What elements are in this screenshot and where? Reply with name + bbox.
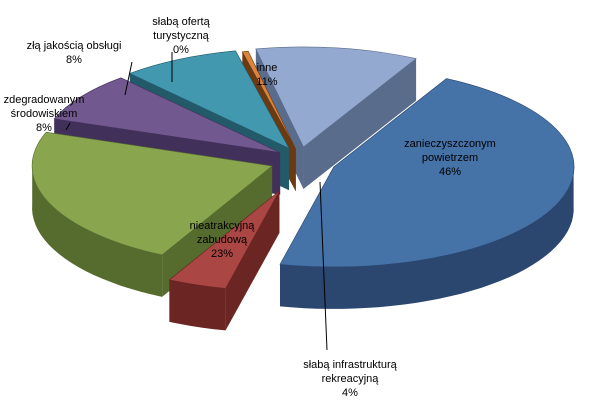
slice-label-5: słabą ofertą turystyczną 0% xyxy=(152,16,210,56)
slice-label-line: zabudową xyxy=(197,234,248,246)
leader-line-3 xyxy=(65,122,71,131)
slice-label-line: rekreacyjną xyxy=(322,373,380,385)
slice-label-line: turystyczną xyxy=(153,30,210,42)
slice-label-line: słabą ofertą xyxy=(152,16,210,28)
slice-label-line: słabą infrastrukturą xyxy=(303,359,397,371)
pie-slice-tops xyxy=(31,46,575,289)
slice-pct-label: 23% xyxy=(211,248,233,260)
slice-label-3: zdegradowanym środowiskiem 8% xyxy=(4,94,85,134)
slice-pct-label: 11% xyxy=(256,76,277,88)
pie-slice-side-2 xyxy=(32,162,163,297)
slice-label-line: nieatrakcyjną xyxy=(190,220,256,232)
pie-slice-6 xyxy=(255,46,417,148)
slice-pct-label: 4% xyxy=(342,387,358,399)
slice-label-line: środowiskiem xyxy=(11,108,78,120)
slice-label-2: nieatrakcyjną zabudową 23% xyxy=(190,220,256,260)
slice-label-line: powietrzem xyxy=(422,152,478,164)
pie-slice-side-0 xyxy=(280,163,574,309)
slice-label-line: zdegradowanym xyxy=(4,94,85,106)
slice-label-4: złą jakością obsługi 8% xyxy=(27,40,122,66)
slice-label-0: zanieczyszczonym powietrzem 46% xyxy=(404,138,496,178)
pie-slice-3 xyxy=(53,77,281,153)
slice-label-line: zanieczyszczonym xyxy=(404,138,496,150)
slice-labels: zanieczyszczonym powietrzem 46% słabą infra… xyxy=(4,16,496,399)
pie-slice-4 xyxy=(129,50,290,149)
pie-slice-1 xyxy=(168,190,280,289)
slice-pct-label: 8% xyxy=(36,122,52,134)
pie-slice-5 xyxy=(241,50,297,150)
slice-pct-label: 0% xyxy=(173,44,189,56)
slice-label-6: inne 11% xyxy=(256,62,277,88)
pie-slice-2 xyxy=(31,131,273,256)
slice-label-1: słabą infrastrukturą rekreacyjną 4% xyxy=(303,359,397,399)
slice-pct-label: 8% xyxy=(66,54,82,66)
leader-line-1 xyxy=(319,181,328,351)
slice-pct-label: 46% xyxy=(439,166,461,178)
pie-slice-wall-6-1 xyxy=(303,58,417,189)
leader-lines xyxy=(65,52,328,351)
pie-slice-0 xyxy=(279,78,575,268)
slice-label-line: złą jakością obsługi xyxy=(27,40,122,52)
slice-label-line: inne xyxy=(257,62,278,74)
leader-line-4 xyxy=(124,61,133,96)
